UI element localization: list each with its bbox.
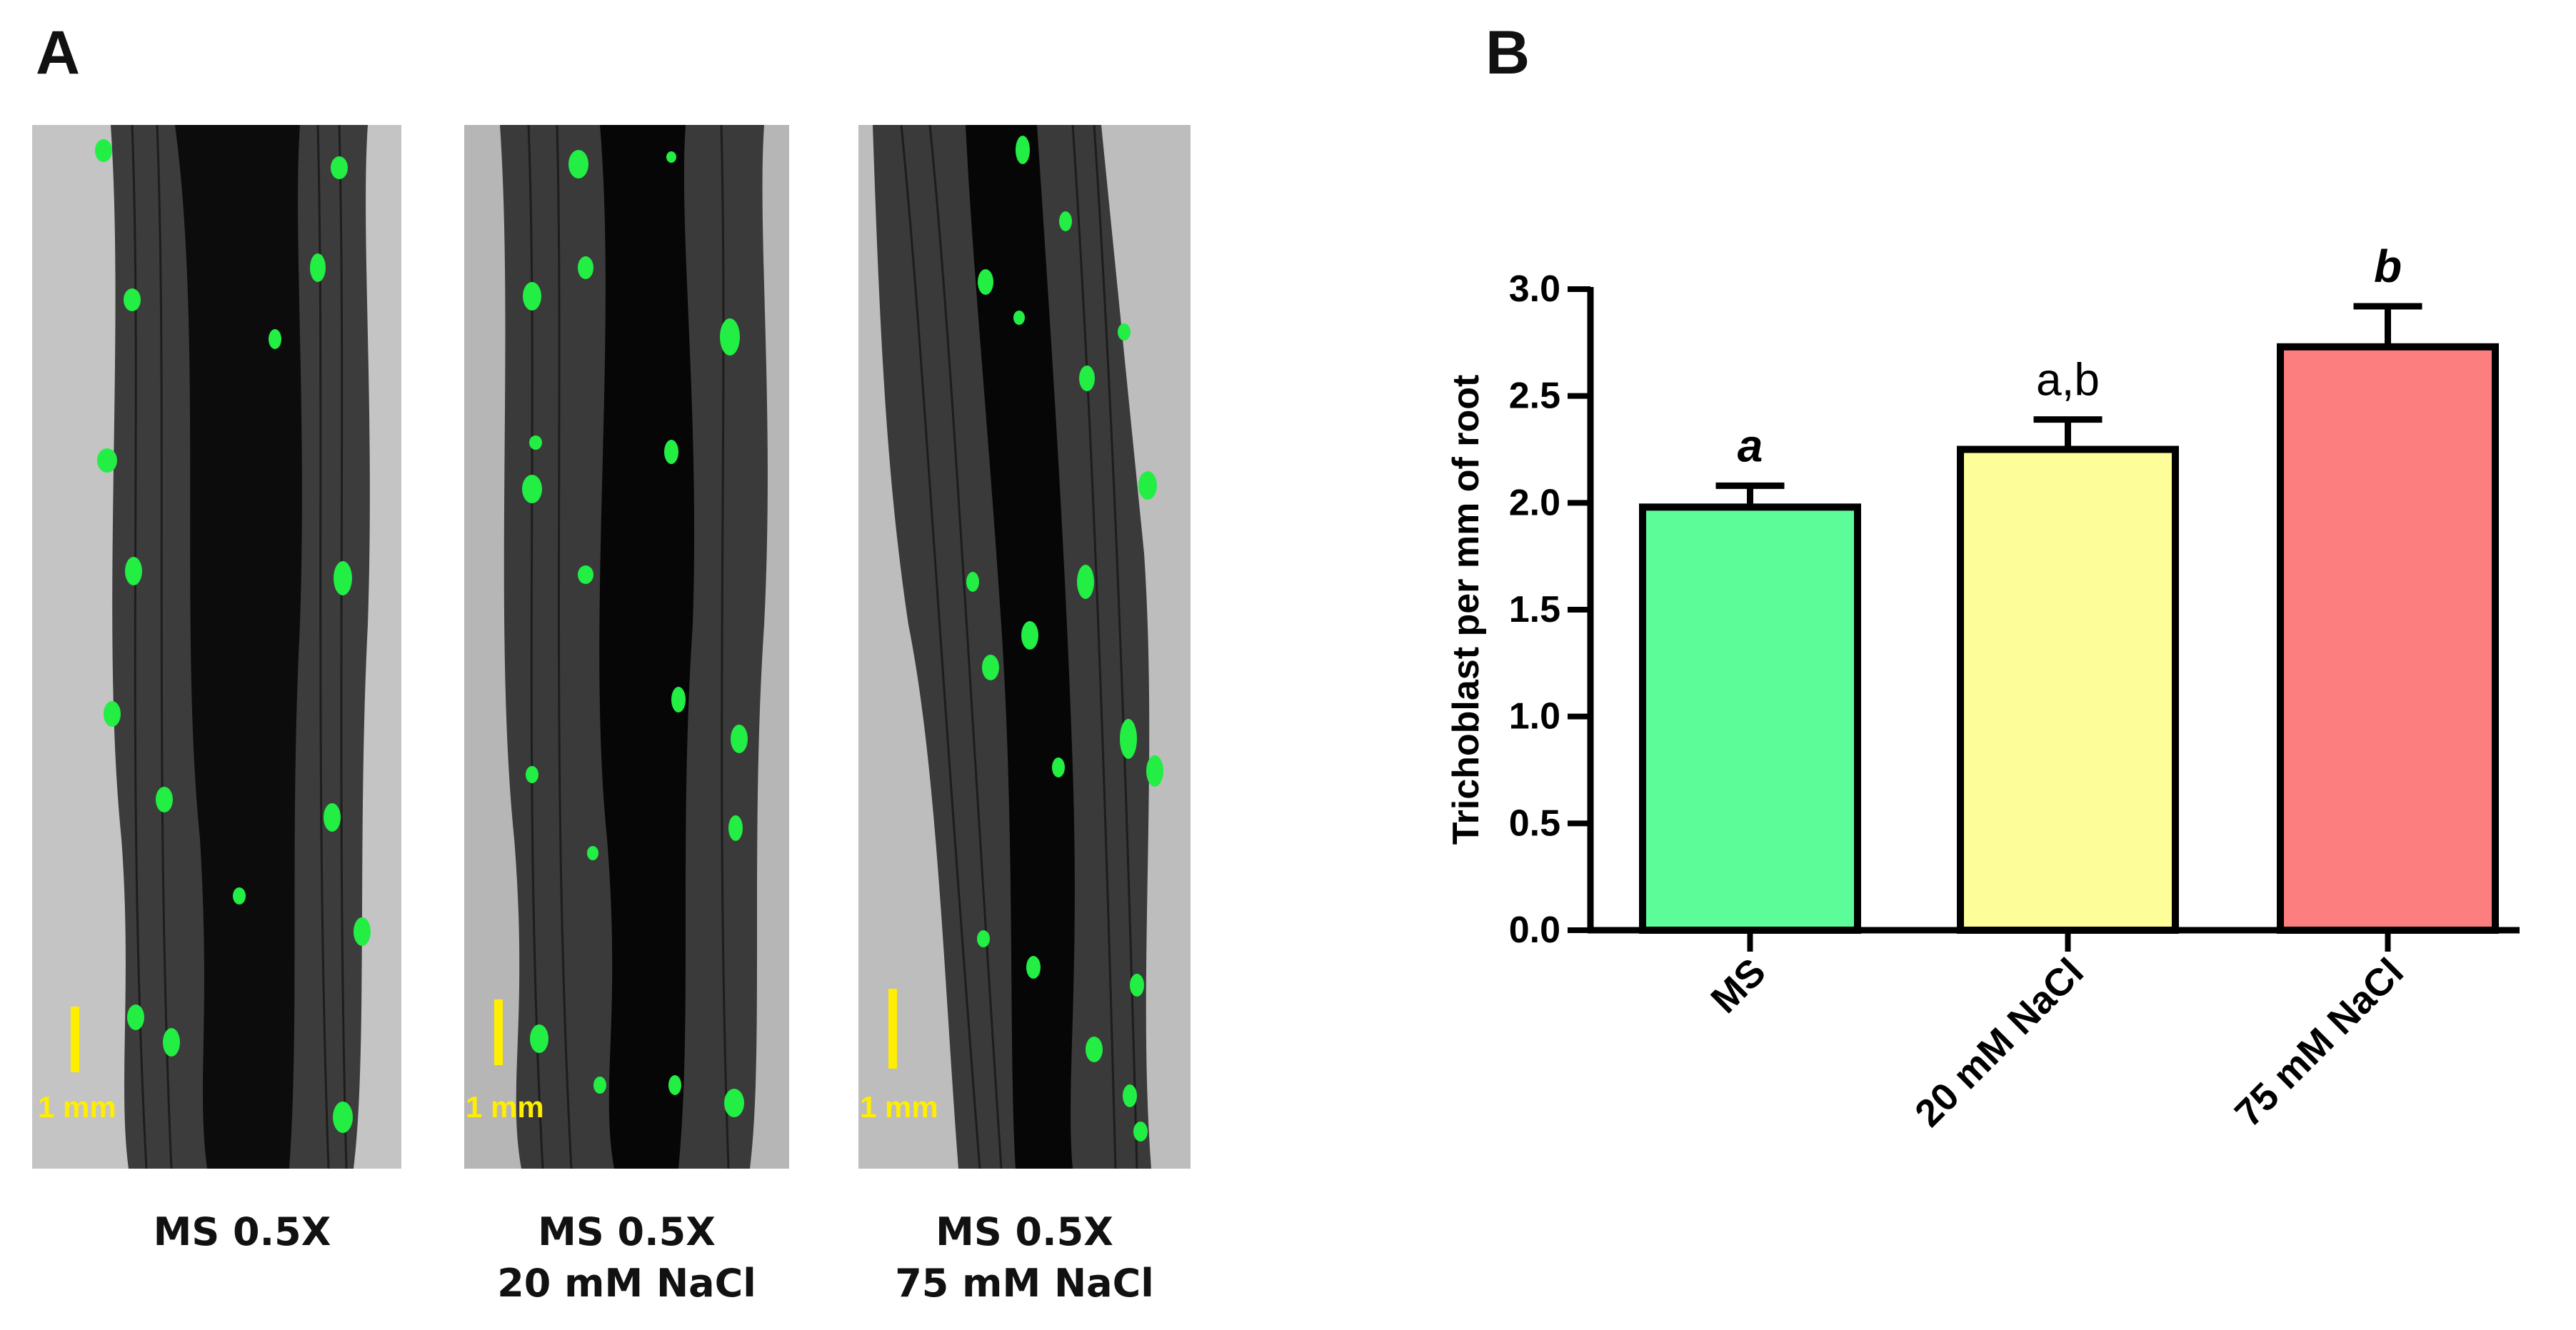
gfp-nuclei — [95, 139, 371, 1133]
y-tick-label: 2.0 — [1509, 482, 1560, 523]
x-tick-label: MS — [1703, 950, 1774, 1022]
scale-label: 1 mm — [860, 1090, 938, 1124]
micrograph-image: 1 mm — [32, 125, 401, 1169]
y-tick-label: 0.5 — [1509, 802, 1560, 844]
caption-20mm: MS 0.5X 20 mM NaCl — [464, 1206, 789, 1309]
significance-label: a,b — [2036, 354, 2100, 405]
caption-line2: 20 mM NaCl — [497, 1261, 756, 1306]
scale-bar — [888, 989, 897, 1069]
micrograph-20mm: 1 mm — [464, 125, 789, 1169]
y-tick-label: 2.5 — [1509, 376, 1560, 417]
micrograph-75mm: 1 mm — [858, 125, 1191, 1169]
caption-line1: MS 0.5X — [936, 1209, 1113, 1254]
caption-ms: MS 0.5X — [32, 1206, 452, 1258]
caption-75mm: MS 0.5X 75 mM NaCl — [858, 1206, 1191, 1309]
bar-ms — [1639, 503, 1861, 934]
caption-line2: 75 mM NaCl — [895, 1261, 1154, 1306]
panel-label-b: B — [1485, 19, 1530, 87]
y-tick-label: 1.5 — [1509, 589, 1560, 630]
x-tick-label: 75 mM NaCl — [2227, 950, 2412, 1135]
scale-bar — [71, 1007, 79, 1072]
y-tick-label: 1.0 — [1509, 696, 1560, 737]
scale-label: 1 mm — [466, 1090, 544, 1124]
significance-label: b — [2374, 241, 2402, 292]
panel-label-a: A — [36, 19, 81, 87]
y-axis-label: Trichoblast per mm of root — [1445, 375, 1487, 845]
micrograph-image: 1 mm — [464, 125, 789, 1169]
micrograph-image: 1 mm — [858, 125, 1191, 1169]
micrograph-ms: 1 mm — [32, 125, 401, 1169]
y-tick-label: 0.0 — [1509, 910, 1560, 951]
caption-line1: MS 0.5X — [538, 1209, 716, 1254]
gfp-nuclei — [966, 136, 1163, 1142]
gfp-nuclei — [522, 150, 748, 1117]
bar-20mm — [1957, 445, 2179, 934]
bar-75mm — [2277, 343, 2499, 934]
y-tick-label: 3.0 — [1509, 268, 1560, 310]
scale-label: 1 mm — [38, 1090, 116, 1124]
x-tick-label: 20 mM NaCl — [1907, 950, 2092, 1135]
caption-line1: MS 0.5X — [153, 1209, 331, 1254]
significance-label: a — [1738, 420, 1763, 471]
scale-bar — [494, 999, 503, 1065]
